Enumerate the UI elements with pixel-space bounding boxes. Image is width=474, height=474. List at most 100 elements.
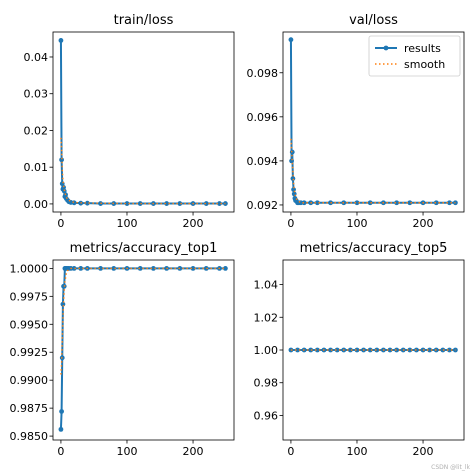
series-results-point <box>354 347 360 353</box>
series-results-point <box>347 347 353 353</box>
series-results-point <box>217 201 222 206</box>
series-layer <box>58 38 228 206</box>
x-tick-label: 0 <box>287 445 294 458</box>
series-results-point <box>394 200 400 206</box>
y-tick-label: 0.9950 <box>10 318 49 331</box>
series-results-point <box>98 265 103 271</box>
series-results-line <box>59 40 226 205</box>
series-results-line <box>59 267 226 430</box>
series-smooth-line <box>60 137 226 205</box>
series-results-point <box>59 157 64 163</box>
series-results-point <box>71 265 77 271</box>
legend-box <box>368 35 461 77</box>
axes-frame <box>52 259 235 441</box>
series-smooth-line <box>290 138 456 204</box>
chart-panel-4: metrics/accuracy_top5 0 100 200 0.96 0.98 1.00… <box>254 241 465 458</box>
chart-title: metrics/accuracy_top1 <box>70 241 218 256</box>
series-results-point <box>295 347 300 353</box>
series-results-point <box>414 347 419 353</box>
series-results-point <box>407 347 413 353</box>
series-results-point <box>177 201 183 206</box>
series-results-point <box>407 200 413 206</box>
x-tick-label: 200 <box>413 445 434 458</box>
series-results-point <box>190 265 196 271</box>
y-tick-label: 0.98 <box>254 377 279 390</box>
axes-frame <box>52 31 235 213</box>
axes-frame <box>282 31 465 213</box>
series-results-point <box>334 347 340 353</box>
y-tick-label: 1.04 <box>254 279 279 292</box>
series-results-point <box>447 200 452 206</box>
y-tick-label: 0.00 <box>24 198 49 211</box>
series-results-point <box>137 201 143 206</box>
y-tick-label: 0.9850 <box>10 430 49 443</box>
x-tick-label: 200 <box>413 217 434 230</box>
series-results-point <box>151 265 156 271</box>
x-tick-label: 100 <box>116 217 137 230</box>
y-tick-label: 0.02 <box>24 124 49 137</box>
series-results-point <box>447 347 452 353</box>
x-tick-label: 200 <box>183 217 204 230</box>
series-layer <box>288 347 458 353</box>
series-results-point <box>58 38 64 43</box>
y-tick-label: 0.96 <box>254 409 279 422</box>
series-results-point <box>61 184 66 190</box>
series-results-point <box>84 200 90 206</box>
x-tick-label: 100 <box>346 217 367 230</box>
series-results-point <box>137 265 143 271</box>
y-tick-label: 0.9900 <box>10 374 49 387</box>
legend: results smooth <box>368 35 461 77</box>
y-tick-label: 0.094 <box>247 155 279 168</box>
y-tick-label: 0.04 <box>24 51 49 64</box>
series-results-point <box>367 347 373 353</box>
series-results-point <box>427 347 433 353</box>
x-tick-label: 0 <box>287 217 294 230</box>
series-layer <box>58 265 228 432</box>
series-results-point <box>290 176 296 181</box>
series-results-point <box>440 347 446 353</box>
x-tick-label: 200 <box>183 445 204 458</box>
series-results-point <box>374 347 380 353</box>
x-tick-label: 0 <box>57 217 64 230</box>
y-tick-label: 0.098 <box>247 67 279 80</box>
series-results-point <box>78 265 84 271</box>
series-results-point <box>308 347 314 353</box>
series-results-point <box>301 200 307 206</box>
series-results-point <box>59 409 64 414</box>
series-layer <box>288 37 458 206</box>
legend-results-marker <box>383 45 389 51</box>
series-results-point <box>328 347 333 353</box>
series-results-point <box>354 200 360 206</box>
y-tick-label: 0.03 <box>24 88 49 101</box>
y-tick-label: 1.00 <box>254 344 279 357</box>
y-tick-label: 1.0000 <box>10 262 49 275</box>
chart-panel-2: val/loss 0 100 200 0.092 0.094 0.096 0.098 resul… <box>247 13 465 230</box>
chart-title: metrics/accuracy_top5 <box>300 241 448 256</box>
legend-label-results: results <box>404 42 441 55</box>
series-results-point <box>164 201 170 206</box>
y-tick-label: 0.9975 <box>10 290 49 303</box>
y-tick-label: 0.9875 <box>10 402 49 415</box>
series-results-point <box>387 347 393 353</box>
x-tick-label: 0 <box>57 445 64 458</box>
chart-title: train/loss <box>114 13 174 28</box>
series-results-point <box>314 347 320 353</box>
series-results-point <box>124 201 130 206</box>
series-results-point <box>111 265 117 271</box>
y-tick-label: 1.02 <box>254 311 279 324</box>
series-results-point <box>71 200 77 206</box>
x-tick-label: 100 <box>116 445 137 458</box>
legend-label-smooth: smooth <box>404 58 445 71</box>
watermark-text: CSDN @lit_lk <box>431 464 470 471</box>
chart-title: val/loss <box>349 13 398 28</box>
series-results-point <box>288 37 294 43</box>
x-tick-label: 100 <box>346 445 367 458</box>
series-results-point <box>203 201 209 206</box>
series-smooth-line <box>60 267 226 375</box>
y-tick-label: 0.9925 <box>10 346 49 359</box>
series-results-point <box>203 265 209 271</box>
series-results-point <box>433 200 439 206</box>
y-tick-label: 0.096 <box>247 111 279 124</box>
chart-panel-1: train/loss 0 100 200 0.00 0.01 0.02 0.03 0.04 <box>24 13 235 230</box>
